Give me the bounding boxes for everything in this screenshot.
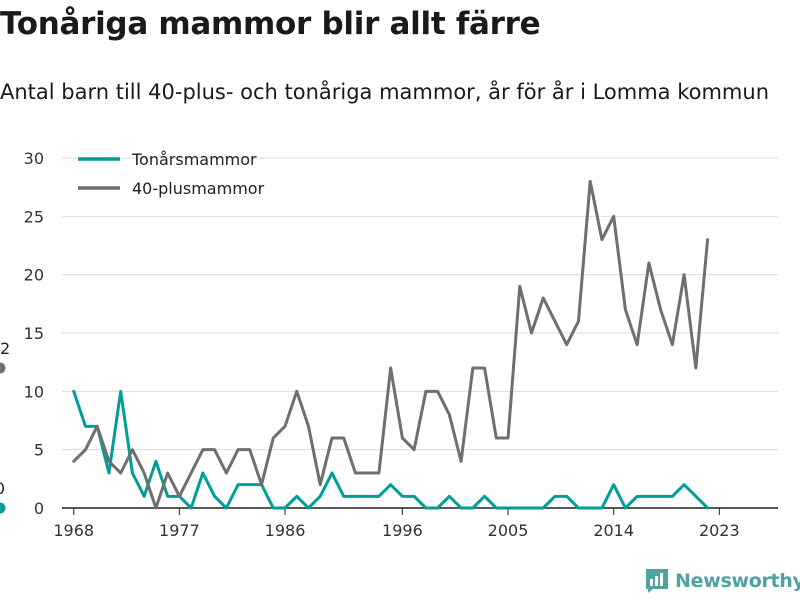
x-tick-label: 2005 xyxy=(488,521,529,540)
chart-title: Tonåriga mammor blir allt färre xyxy=(0,6,541,42)
chart-subtitle: Antal barn till 40-plus- och tonåriga ma… xyxy=(0,80,770,104)
series-end-label: 12 xyxy=(0,339,10,358)
series-end-point xyxy=(0,362,6,374)
x-tick-label: 1996 xyxy=(382,521,423,540)
x-axis: 1968 1977 1986 1996 2005 2014 2023 xyxy=(53,507,778,540)
series-lines xyxy=(72,179,710,510)
legend: Tonårsmammor 40-plusmammor xyxy=(78,150,265,198)
x-tick-label: 1986 xyxy=(265,521,306,540)
series-end-label: 0 xyxy=(0,479,5,498)
x-tick-label: 2023 xyxy=(699,521,740,540)
y-tick-label: 30 xyxy=(24,149,44,168)
brand-name: Newsworthy xyxy=(675,570,800,592)
y-axis: 0 5 10 15 20 25 30 xyxy=(24,149,44,518)
x-tick-label: 1977 xyxy=(159,521,200,540)
series-line-40-plusmammor xyxy=(72,179,710,510)
y-tick-label: 15 xyxy=(24,324,44,343)
grid-lines xyxy=(62,157,778,451)
legend-label: 40-plusmammor xyxy=(132,179,265,198)
y-tick-label: 0 xyxy=(34,499,44,518)
legend-label: Tonårsmammor xyxy=(131,150,257,169)
y-tick-label: 5 xyxy=(34,441,44,460)
y-tick-label: 25 xyxy=(24,207,44,226)
logo-icon xyxy=(646,569,668,593)
x-tick-label: 1968 xyxy=(53,521,94,540)
end-labels: 0 12 xyxy=(0,339,10,514)
y-tick-label: 20 xyxy=(24,266,44,285)
x-tick-label: 2014 xyxy=(593,521,634,540)
y-tick-label: 10 xyxy=(24,382,44,401)
newsworthy-logo: Newsworthy xyxy=(645,568,800,594)
series-end-point xyxy=(0,502,6,514)
